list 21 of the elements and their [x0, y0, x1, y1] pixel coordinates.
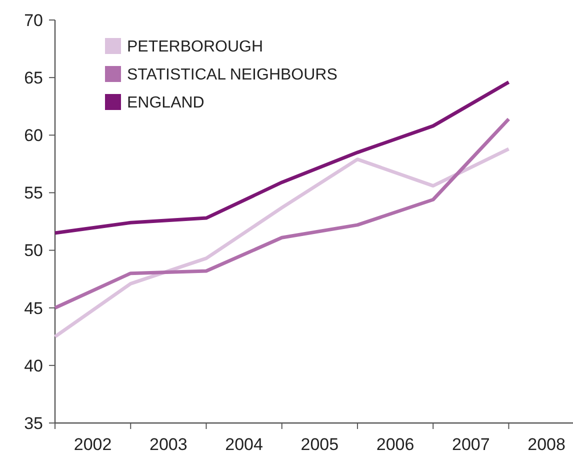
legend-label: ENGLAND	[127, 94, 204, 112]
y-tick-label: 55	[24, 184, 43, 203]
y-tick-label: 65	[24, 68, 43, 88]
y-tick-label: 60	[24, 126, 43, 146]
x-tick-label: 2007	[452, 435, 490, 454]
x-tick-label: 2003	[150, 435, 188, 454]
line-series	[53, 147, 510, 338]
y-tick-label: 40	[24, 356, 43, 376]
line-series	[53, 80, 510, 235]
x-tick-label: 2004	[225, 435, 263, 454]
y-tick-label: 45	[24, 298, 43, 318]
x-tick-label: 2005	[300, 435, 339, 454]
y-tick-label: 35	[24, 414, 43, 433]
y-tick-label: 50	[24, 241, 43, 260]
x-tick-label: 2006	[376, 435, 414, 454]
legend-label: PETERBOROUGH	[127, 38, 264, 56]
line-series	[53, 117, 510, 310]
x-tick-label: 2008	[528, 435, 566, 454]
x-tick-label: 2002	[74, 435, 112, 454]
legend-label: STATISTICAL NEIGHBOURS	[127, 66, 338, 84]
y-tick-label: 70	[24, 10, 43, 30]
